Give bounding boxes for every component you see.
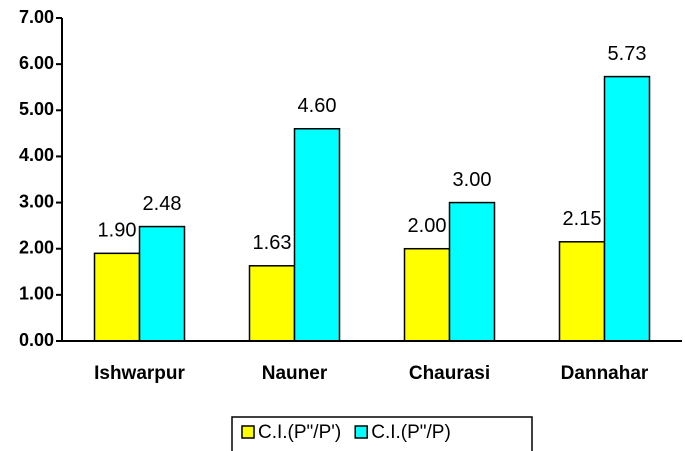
y-tick-label: 5.00 (19, 99, 54, 119)
x-tick-label: Nauner (262, 363, 328, 384)
legend-box (231, 416, 533, 451)
x-tick-label: Dannahar (561, 363, 649, 384)
value-label: 2.48 (143, 193, 182, 215)
bar (603, 75, 651, 342)
bar (448, 201, 496, 342)
bar (558, 241, 606, 342)
bar (248, 265, 296, 342)
legend-swatch (241, 425, 255, 439)
value-label: 2.15 (563, 208, 602, 230)
legend-label: C.I.(P"/P') (258, 422, 341, 443)
value-label: 2.00 (408, 215, 447, 237)
legend-label: C.I.(P"/P) (371, 422, 451, 443)
y-tick-label: 0.00 (19, 330, 54, 350)
legend-swatch (354, 425, 368, 439)
bar (138, 225, 186, 342)
bar (293, 127, 341, 342)
x-tick-label: Chaurasi (409, 363, 490, 384)
bar (403, 247, 451, 342)
y-tick-label: 2.00 (19, 237, 54, 257)
value-label: 5.73 (608, 43, 647, 65)
value-label: 4.60 (298, 95, 337, 117)
y-tick-label: 3.00 (19, 191, 54, 211)
bar (93, 252, 141, 342)
y-tick-label: 4.00 (19, 145, 54, 165)
y-tick-label: 7.00 (19, 7, 54, 27)
value-label: 3.00 (453, 169, 492, 191)
y-tick-label: 1.00 (19, 284, 54, 304)
value-label: 1.63 (253, 232, 292, 254)
y-tick-label: 6.00 (19, 53, 54, 73)
value-label: 1.90 (98, 220, 137, 242)
x-tick-label: Ishwarpur (94, 363, 185, 384)
